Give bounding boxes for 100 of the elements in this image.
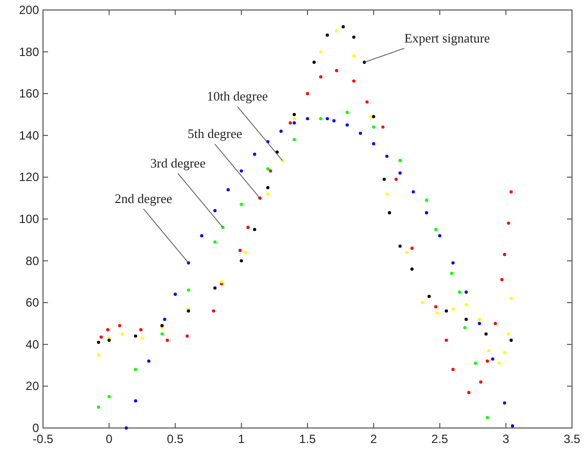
point — [510, 424, 514, 428]
point — [334, 69, 338, 72]
point — [319, 75, 322, 78]
point — [124, 426, 128, 430]
annotation: 3rd degree — [150, 155, 206, 170]
y-tick-label: 140 — [18, 128, 40, 142]
point — [500, 278, 504, 282]
point — [213, 209, 217, 212]
point — [292, 117, 296, 120]
point — [458, 290, 462, 294]
point — [444, 309, 448, 313]
point — [451, 307, 455, 310]
point — [319, 117, 322, 120]
x-tick-label: 1 — [238, 432, 246, 446]
y-tick-label: 160 — [18, 86, 40, 101]
y-tick-label: 0 — [32, 421, 40, 435]
point — [478, 322, 482, 326]
point — [510, 338, 513, 342]
point — [385, 154, 388, 158]
point — [372, 114, 376, 118]
point — [346, 123, 349, 127]
point — [96, 353, 100, 356]
point — [140, 336, 144, 340]
annotation: 5th degree — [188, 126, 242, 142]
point — [464, 318, 468, 321]
point — [436, 311, 439, 315]
y-tick-label: 20 — [26, 379, 40, 394]
point — [381, 125, 384, 129]
annotation: 2nd degree — [114, 190, 172, 206]
point — [428, 294, 431, 298]
point — [410, 268, 414, 271]
point — [494, 322, 497, 326]
point — [451, 368, 455, 372]
point — [498, 362, 501, 365]
point — [96, 340, 100, 344]
point — [292, 112, 296, 116]
point — [506, 332, 510, 336]
point — [464, 290, 468, 294]
point — [385, 192, 388, 196]
point — [160, 332, 164, 336]
point — [438, 234, 442, 238]
point — [352, 79, 356, 83]
point — [502, 351, 506, 354]
point — [478, 318, 482, 321]
point — [382, 178, 386, 181]
y-tick-label: 120 — [18, 170, 40, 184]
point — [312, 60, 316, 64]
point — [326, 117, 329, 120]
point — [450, 272, 454, 275]
point — [444, 338, 448, 342]
point — [352, 36, 356, 39]
point — [186, 334, 189, 338]
point — [474, 362, 478, 365]
point — [186, 309, 190, 313]
point — [163, 318, 166, 321]
point — [405, 250, 408, 254]
point — [486, 416, 489, 420]
point — [372, 142, 376, 146]
point — [246, 226, 250, 229]
point — [398, 244, 402, 248]
x-tick-label: 3.5 — [564, 432, 581, 446]
point — [451, 261, 455, 264]
point — [424, 211, 428, 214]
point — [240, 169, 243, 173]
point — [213, 240, 217, 244]
point — [292, 121, 296, 124]
point — [240, 259, 243, 262]
annotation: Expert signature — [404, 30, 490, 46]
point — [352, 54, 356, 58]
point — [166, 338, 169, 342]
x-tick-label: 3 — [502, 432, 510, 446]
point — [100, 335, 103, 339]
point — [253, 152, 256, 156]
x-tick-label: 1.5 — [299, 432, 316, 446]
point — [484, 332, 488, 336]
point — [186, 288, 190, 292]
x-tick-label: -0.5 — [32, 432, 54, 446]
point — [253, 228, 256, 232]
point — [96, 406, 100, 409]
point — [486, 360, 489, 363]
point — [279, 130, 283, 133]
point — [491, 357, 494, 361]
point — [394, 178, 398, 181]
point — [292, 138, 296, 142]
point — [420, 301, 424, 304]
point — [510, 296, 513, 300]
point — [266, 192, 270, 196]
point — [424, 198, 428, 202]
point — [147, 360, 150, 363]
point — [434, 305, 438, 308]
y-tick-label: 200 — [18, 3, 40, 17]
point — [238, 248, 242, 252]
point — [266, 167, 270, 170]
point — [174, 292, 177, 296]
point — [388, 211, 392, 214]
annotation: 10th degree — [206, 88, 268, 104]
point — [319, 50, 322, 54]
point — [120, 332, 124, 336]
point — [510, 190, 513, 194]
point — [306, 92, 310, 96]
